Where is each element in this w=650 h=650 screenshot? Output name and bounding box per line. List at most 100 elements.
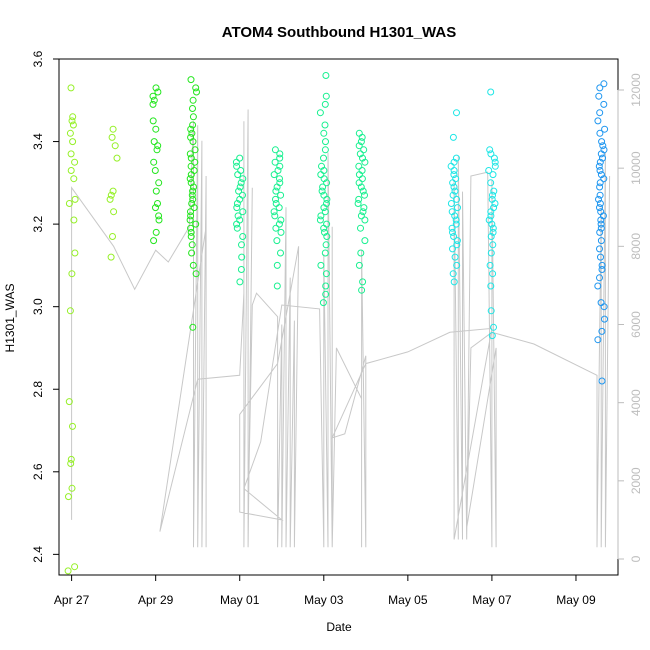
data-point	[270, 208, 278, 216]
data-point	[322, 72, 330, 79]
data-point	[594, 282, 602, 290]
data-point	[596, 204, 603, 212]
data-point	[236, 278, 244, 286]
data-point	[65, 398, 73, 406]
data-point	[451, 187, 459, 195]
data-point	[450, 158, 458, 166]
data-point	[192, 84, 200, 92]
data-point	[193, 88, 200, 96]
data-point	[233, 224, 241, 232]
data-point	[276, 175, 283, 183]
data-point	[153, 146, 161, 154]
data-point	[150, 237, 158, 245]
data-point	[600, 80, 608, 88]
x-tick-label: May 05	[388, 593, 428, 607]
data-point	[596, 274, 603, 282]
data-point	[597, 208, 605, 216]
data-point	[361, 191, 368, 199]
y-tick-label: 2.6	[31, 463, 45, 480]
data-point	[109, 187, 117, 195]
data-point	[449, 270, 457, 278]
y-tick-label: 2.8	[31, 381, 45, 398]
data-point	[109, 233, 116, 240]
data-point	[233, 162, 241, 170]
data-point	[187, 208, 194, 216]
data-point	[149, 92, 157, 100]
data-point	[358, 133, 366, 141]
data-point	[359, 208, 367, 216]
data-point	[68, 484, 76, 492]
data-point	[323, 195, 331, 203]
data-point	[189, 187, 197, 195]
data-point	[599, 154, 606, 162]
data-point	[596, 109, 604, 117]
data-point	[357, 212, 365, 220]
data-point	[487, 150, 495, 158]
data-point	[152, 228, 160, 236]
data-point	[150, 96, 158, 104]
data-point	[361, 237, 369, 245]
data-point	[595, 162, 603, 170]
data-point	[109, 125, 117, 133]
data-point	[69, 121, 77, 129]
data-point	[186, 216, 194, 224]
data-point	[192, 270, 200, 278]
data-point	[233, 204, 241, 212]
data-point	[272, 195, 279, 203]
plot-frame	[58, 58, 619, 576]
data-point	[450, 171, 458, 179]
data-point	[358, 167, 366, 174]
data-point	[154, 142, 162, 150]
data-point	[113, 154, 121, 162]
data-point	[274, 167, 282, 174]
data-point	[597, 237, 605, 245]
data-point	[489, 171, 497, 179]
data-point	[453, 237, 461, 245]
data-point	[320, 154, 327, 162]
data-point	[448, 208, 456, 216]
data-point	[233, 200, 241, 207]
data-point	[317, 171, 325, 179]
data-point	[276, 179, 284, 187]
data-point	[355, 195, 363, 203]
data-point	[272, 224, 280, 232]
y-tick-label: 2.4	[31, 546, 45, 563]
data-point	[189, 323, 197, 331]
data-point	[354, 200, 362, 207]
data-point	[276, 154, 284, 162]
data-point	[67, 460, 75, 467]
point-layer	[64, 72, 609, 575]
data-point	[68, 117, 76, 125]
data-point	[273, 237, 281, 245]
data-point	[317, 261, 325, 269]
data-point	[355, 162, 363, 170]
data-point	[358, 286, 366, 294]
data-point	[236, 183, 244, 191]
data-point	[276, 150, 284, 158]
data-point	[322, 290, 330, 298]
data-point	[187, 76, 195, 84]
data-point	[272, 200, 280, 207]
data-point	[111, 142, 119, 150]
y2-tick-label: 12000	[629, 73, 643, 107]
data-point	[452, 220, 460, 228]
data-point	[68, 270, 76, 278]
data-point	[487, 282, 495, 290]
x-tick-label: May 01	[220, 593, 260, 607]
data-point	[155, 216, 163, 224]
y2-tick-label: 8000	[629, 233, 643, 260]
data-point	[487, 179, 495, 187]
data-point	[276, 162, 284, 170]
y2-axis: 0 2000 4000 6000 8000 10000 12000	[617, 73, 643, 562]
x-axis-label: Date	[326, 620, 352, 634]
data-point	[490, 204, 498, 212]
data-point	[356, 150, 364, 158]
data-point	[107, 253, 115, 261]
data-point	[69, 422, 76, 430]
data-point	[319, 299, 327, 307]
data-point	[597, 224, 605, 232]
data-point	[450, 233, 458, 240]
data-point	[598, 377, 606, 385]
data-point	[598, 327, 606, 335]
